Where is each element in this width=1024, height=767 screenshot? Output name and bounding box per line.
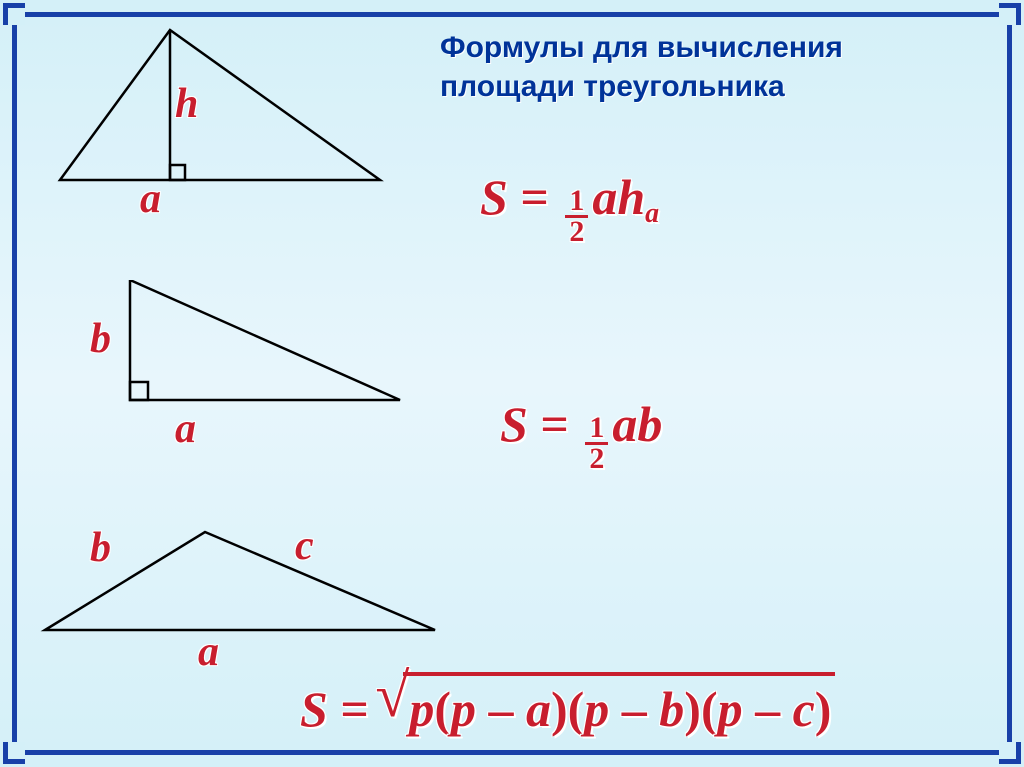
- formula-area-height: S = 12aha: [480, 168, 659, 244]
- rparen: ): [684, 681, 701, 737]
- var-p: p: [718, 681, 743, 737]
- label-b: b: [90, 524, 111, 572]
- label-b: b: [90, 315, 111, 363]
- eq-sign: =: [508, 169, 562, 225]
- var-S: S: [300, 681, 328, 737]
- corner-decoration: [3, 742, 25, 764]
- corner-decoration: [999, 3, 1021, 25]
- lparen: (: [568, 681, 585, 737]
- lparen: (: [434, 681, 451, 737]
- var-a: a: [592, 169, 617, 225]
- var-h: h: [617, 169, 645, 225]
- var-a: a: [612, 396, 637, 452]
- label-h: h: [175, 80, 198, 128]
- var-b: b: [637, 396, 662, 452]
- var-S: S: [500, 396, 528, 452]
- rparen: ): [551, 681, 568, 737]
- formula-area-right-triangle: S = 12ab: [500, 395, 662, 471]
- right-triangle-diagram: [100, 280, 430, 440]
- label-a: a: [198, 628, 219, 676]
- label-c: c: [295, 522, 314, 570]
- lparen: (: [701, 681, 718, 737]
- var-S: S: [480, 169, 508, 225]
- corner-decoration: [999, 742, 1021, 764]
- square-root: √ p(p – a)(p – b)(p – c): [381, 680, 831, 738]
- minus-sign: –: [609, 681, 659, 737]
- label-a: a: [140, 175, 161, 223]
- var-c: c: [793, 681, 815, 737]
- one-half: 12: [565, 189, 588, 244]
- var-a: a: [526, 681, 551, 737]
- label-a: a: [175, 405, 196, 453]
- var-p: p: [409, 681, 434, 737]
- formula-heron: S = √ p(p – a)(p – b)(p – c): [300, 680, 831, 738]
- eq-sign: =: [328, 681, 382, 737]
- subscript-a: a: [645, 198, 659, 229]
- minus-sign: –: [743, 681, 793, 737]
- corner-decoration: [3, 3, 25, 25]
- var-p: p: [451, 681, 476, 737]
- var-p: p: [584, 681, 609, 737]
- var-b: b: [659, 681, 684, 737]
- triangle-height-diagram: [40, 20, 420, 220]
- rparen: ): [815, 681, 832, 737]
- minus-sign: –: [476, 681, 526, 737]
- one-half: 12: [585, 416, 608, 471]
- eq-sign: =: [528, 396, 582, 452]
- page-title: Формулы для вычисления площади треугольн…: [440, 28, 980, 106]
- radical-bar: [403, 672, 835, 676]
